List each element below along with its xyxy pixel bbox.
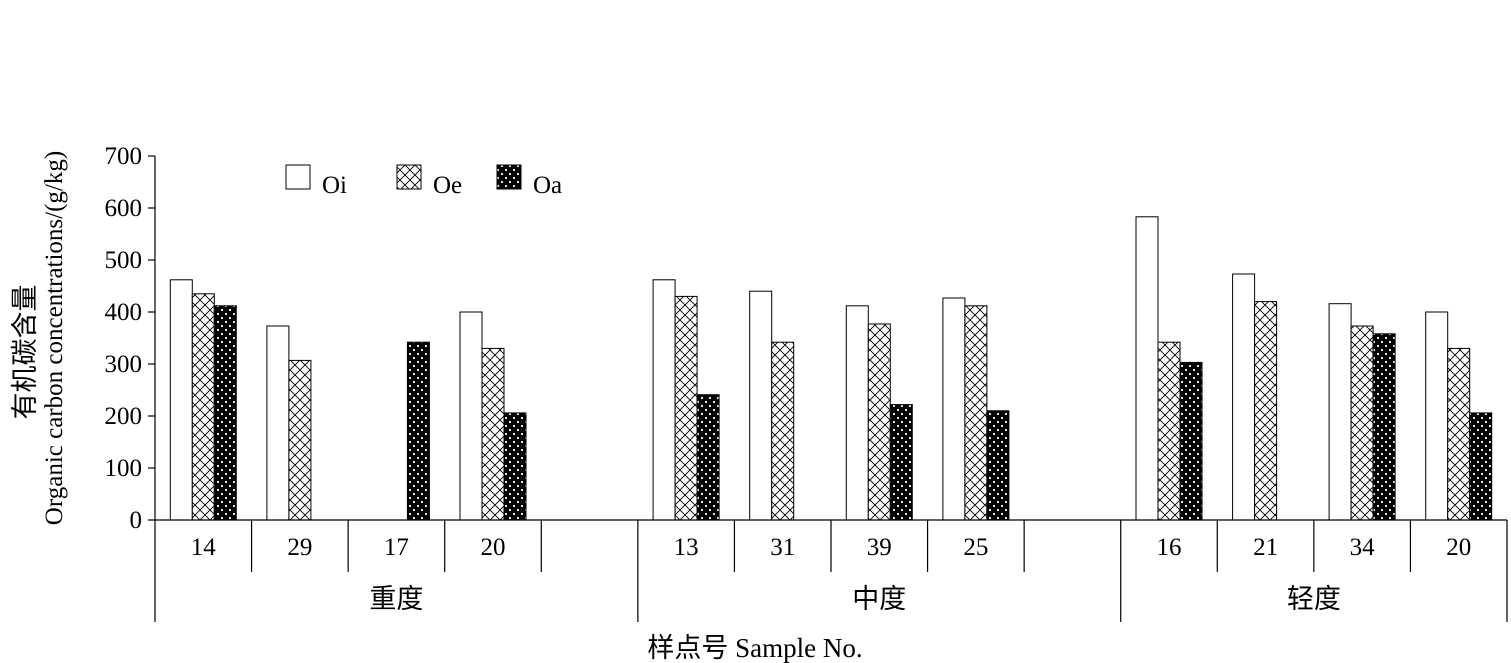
x-group-label: 重度: [369, 584, 423, 614]
x-sample-label: 14: [191, 534, 217, 561]
y-tick-label: 0: [130, 507, 143, 534]
bar-oi-21: [1232, 273, 1256, 521]
bar-oa-20: [1469, 412, 1493, 521]
bar-oe-31: [771, 341, 795, 521]
y-tick-label: 300: [105, 351, 143, 378]
bar-oe-25: [964, 305, 988, 521]
bar-oi-16: [1135, 216, 1159, 521]
bar-oi-25: [942, 297, 966, 521]
labels-layer: 0 100 200 300 400 500 600 700 14 29 17 20 重度 13 31 39 25…: [10, 143, 1471, 663]
bar-oa-14: [213, 305, 237, 521]
bar-oi-31: [749, 290, 773, 521]
legend-swatch-oe: [396, 164, 422, 190]
bar-oe-21: [1254, 301, 1278, 521]
legend-label-oe: Oe: [433, 172, 462, 199]
x-axis-title: 样点号 Sample No.: [647, 633, 862, 663]
x-sample-label: 25: [963, 534, 988, 561]
x-sample-label: 16: [1157, 534, 1182, 561]
x-sample-label: 13: [674, 534, 699, 561]
legend-swatch-oa: [496, 164, 522, 190]
x-group-label: 轻度: [1287, 584, 1341, 614]
bar-oa-39: [889, 404, 913, 521]
x-sample-label: 39: [867, 534, 892, 561]
bars-layer: [169, 216, 1493, 521]
x-sample-label: 17: [384, 534, 409, 561]
y-tick-label: 100: [105, 455, 143, 482]
bar-oe-16: [1157, 341, 1181, 521]
x-sample-label: 31: [770, 534, 795, 561]
bar-oi-29: [266, 325, 290, 521]
legend-label-oi: Oi: [322, 172, 347, 199]
x-sample-label: 34: [1350, 534, 1376, 561]
bar-oa-16: [1179, 361, 1203, 521]
bar-oe-39: [867, 323, 891, 521]
bar-oi-34: [1328, 303, 1352, 521]
bar-oa-17: [406, 341, 430, 521]
bar-oe-14: [191, 293, 215, 521]
bar-oi-13: [652, 279, 676, 521]
bar-oi-20: [459, 311, 483, 521]
legend: Oi Oe Oa: [285, 164, 562, 199]
bar-oe-29: [288, 359, 312, 521]
bar-oa-20: [503, 412, 527, 521]
x-sample-label: 21: [1253, 534, 1278, 561]
x-sample-label: 20: [481, 534, 506, 561]
y-tick-label: 500: [105, 247, 143, 274]
y-axis-title-en: Organic carbon concentrations/(g/kg): [41, 151, 68, 525]
axes-layer: [148, 155, 1508, 622]
y-tick-label: 200: [105, 403, 143, 430]
y-tick-label: 600: [105, 195, 143, 222]
x-sample-label: 29: [287, 534, 312, 561]
bar-oa-13: [696, 394, 720, 521]
bar-oe-34: [1350, 325, 1374, 521]
bar-oe-20: [481, 347, 505, 521]
bar-oi-39: [845, 305, 869, 521]
bar-oi-14: [169, 279, 193, 521]
y-tick-label: 400: [105, 299, 143, 326]
x-sample-label: 20: [1446, 534, 1471, 561]
legend-label-oa: Oa: [533, 172, 562, 199]
bar-oa-25: [986, 410, 1010, 521]
x-group-label: 中度: [852, 584, 906, 614]
bar-oe-20: [1447, 347, 1471, 521]
legend-swatch-oi: [285, 164, 311, 190]
bar-oa-34: [1372, 333, 1396, 521]
bar-oe-13: [674, 295, 698, 521]
y-axis-title-cn: 有机碳含量: [10, 285, 40, 420]
bar-oi-20: [1425, 311, 1449, 521]
y-tick-label: 700: [105, 143, 143, 170]
